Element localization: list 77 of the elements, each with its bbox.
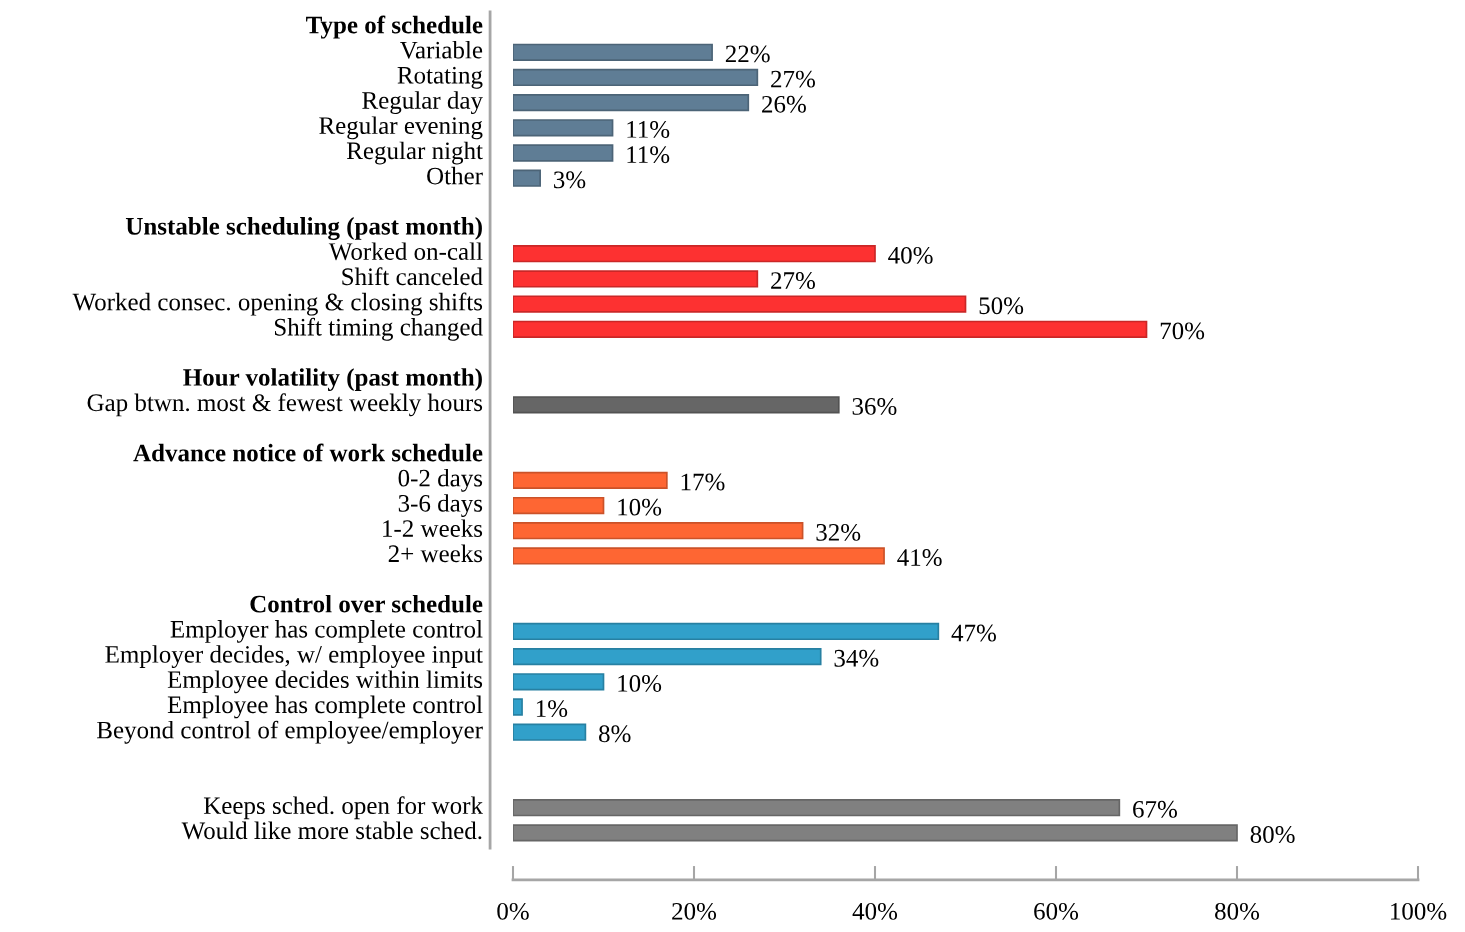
data-label: 70% xyxy=(1160,322,1205,340)
data-label: 47% xyxy=(951,624,996,642)
y-tick-label: Other xyxy=(427,166,483,185)
bar xyxy=(513,824,1238,842)
bar xyxy=(513,799,1121,817)
bar xyxy=(513,496,605,515)
y-tick-label: Rotating xyxy=(397,66,483,89)
bar xyxy=(513,144,614,162)
data-label: 10% xyxy=(618,498,662,516)
x-tick-label: 80% xyxy=(1215,902,1260,920)
data-label: 36% xyxy=(852,397,897,415)
data-label: 11% xyxy=(627,121,670,138)
data-label: 80% xyxy=(1250,826,1295,844)
data-label: 17% xyxy=(681,473,725,491)
y-tick-label: 3-6 days xyxy=(398,494,483,517)
x-tick-label: 40% xyxy=(852,902,898,920)
data-label: 8% xyxy=(599,725,631,743)
y-tick-label: Beyond control of employee/employer xyxy=(97,720,483,744)
data-label: 26% xyxy=(762,95,806,113)
y-tick-label: Gap btwn. most & fewest weekly hours xyxy=(87,393,483,417)
y-tick-label: Shift canceled xyxy=(342,267,483,286)
y-tick-label: Hour volatility (past month) xyxy=(183,368,482,392)
y-tick-label: 0-2 days xyxy=(398,468,483,492)
bar xyxy=(513,94,750,112)
y-tick-label: Regular night xyxy=(346,141,483,165)
data-label: 27% xyxy=(771,272,815,290)
bar xyxy=(513,270,759,288)
data-label: 22% xyxy=(725,45,770,63)
y-tick-label: Worked on-call xyxy=(328,242,483,261)
data-label: 40% xyxy=(888,246,933,264)
x-tick-label: 20% xyxy=(672,902,717,920)
y-tick-label: Employer decides, w/ employee input xyxy=(105,645,483,668)
y-tick-label: Worked consec. opening & closing shifts xyxy=(72,292,483,316)
y-tick-label: Regular day xyxy=(362,91,483,115)
y-tick-label: Would like more stable sched. xyxy=(181,821,482,840)
y-tick-label: Advance notice of work schedule xyxy=(133,443,483,462)
y-tick-label: Shift timing changed xyxy=(274,317,483,341)
x-tick-label: 60% xyxy=(1034,902,1079,920)
bar xyxy=(513,723,587,741)
bar xyxy=(513,295,967,313)
y-tick-label: Variable xyxy=(400,40,483,59)
y-tick-label: Type of schedule xyxy=(306,15,483,39)
data-label: 67% xyxy=(1133,800,1177,818)
y-tick-label: Control over schedule xyxy=(250,594,483,613)
bar xyxy=(513,68,759,87)
bar xyxy=(513,169,541,187)
bar xyxy=(513,471,668,490)
y-tick-label: Employee decides within limits xyxy=(167,670,483,694)
bar xyxy=(513,43,713,61)
y-tick-label: 1-2 weeks xyxy=(383,519,483,537)
y-tick-label: Regular evening xyxy=(319,116,483,140)
bar xyxy=(513,245,876,263)
y-tick-label: Employee has complete control xyxy=(167,695,483,719)
data-label: 50% xyxy=(979,297,1024,315)
bar xyxy=(513,522,804,540)
y-tick-label: Employer has complete control xyxy=(170,620,483,643)
y-tick-label: Unstable scheduling (past month) xyxy=(125,217,482,240)
y-tick-label: 2+ weeks xyxy=(388,544,483,563)
bar xyxy=(513,647,822,666)
data-label: 11% xyxy=(627,146,670,164)
data-label: 32% xyxy=(816,523,861,541)
bar xyxy=(513,396,840,414)
data-label: 41% xyxy=(897,549,942,567)
x-tick-label: 0% xyxy=(497,902,529,920)
y-tick-label: Keeps sched. open for work xyxy=(203,796,483,820)
bar xyxy=(513,320,1148,338)
bar xyxy=(513,673,605,691)
x-tick-label: 100% xyxy=(1391,902,1447,920)
data-label: 27% xyxy=(771,70,815,88)
bar xyxy=(513,698,523,716)
data-label: 1% xyxy=(536,700,568,718)
bar xyxy=(513,119,614,137)
data-label: 10% xyxy=(618,674,662,692)
bar xyxy=(513,622,940,641)
bar xyxy=(513,547,885,565)
data-label: 34% xyxy=(834,649,879,667)
data-label: 3% xyxy=(554,171,586,189)
